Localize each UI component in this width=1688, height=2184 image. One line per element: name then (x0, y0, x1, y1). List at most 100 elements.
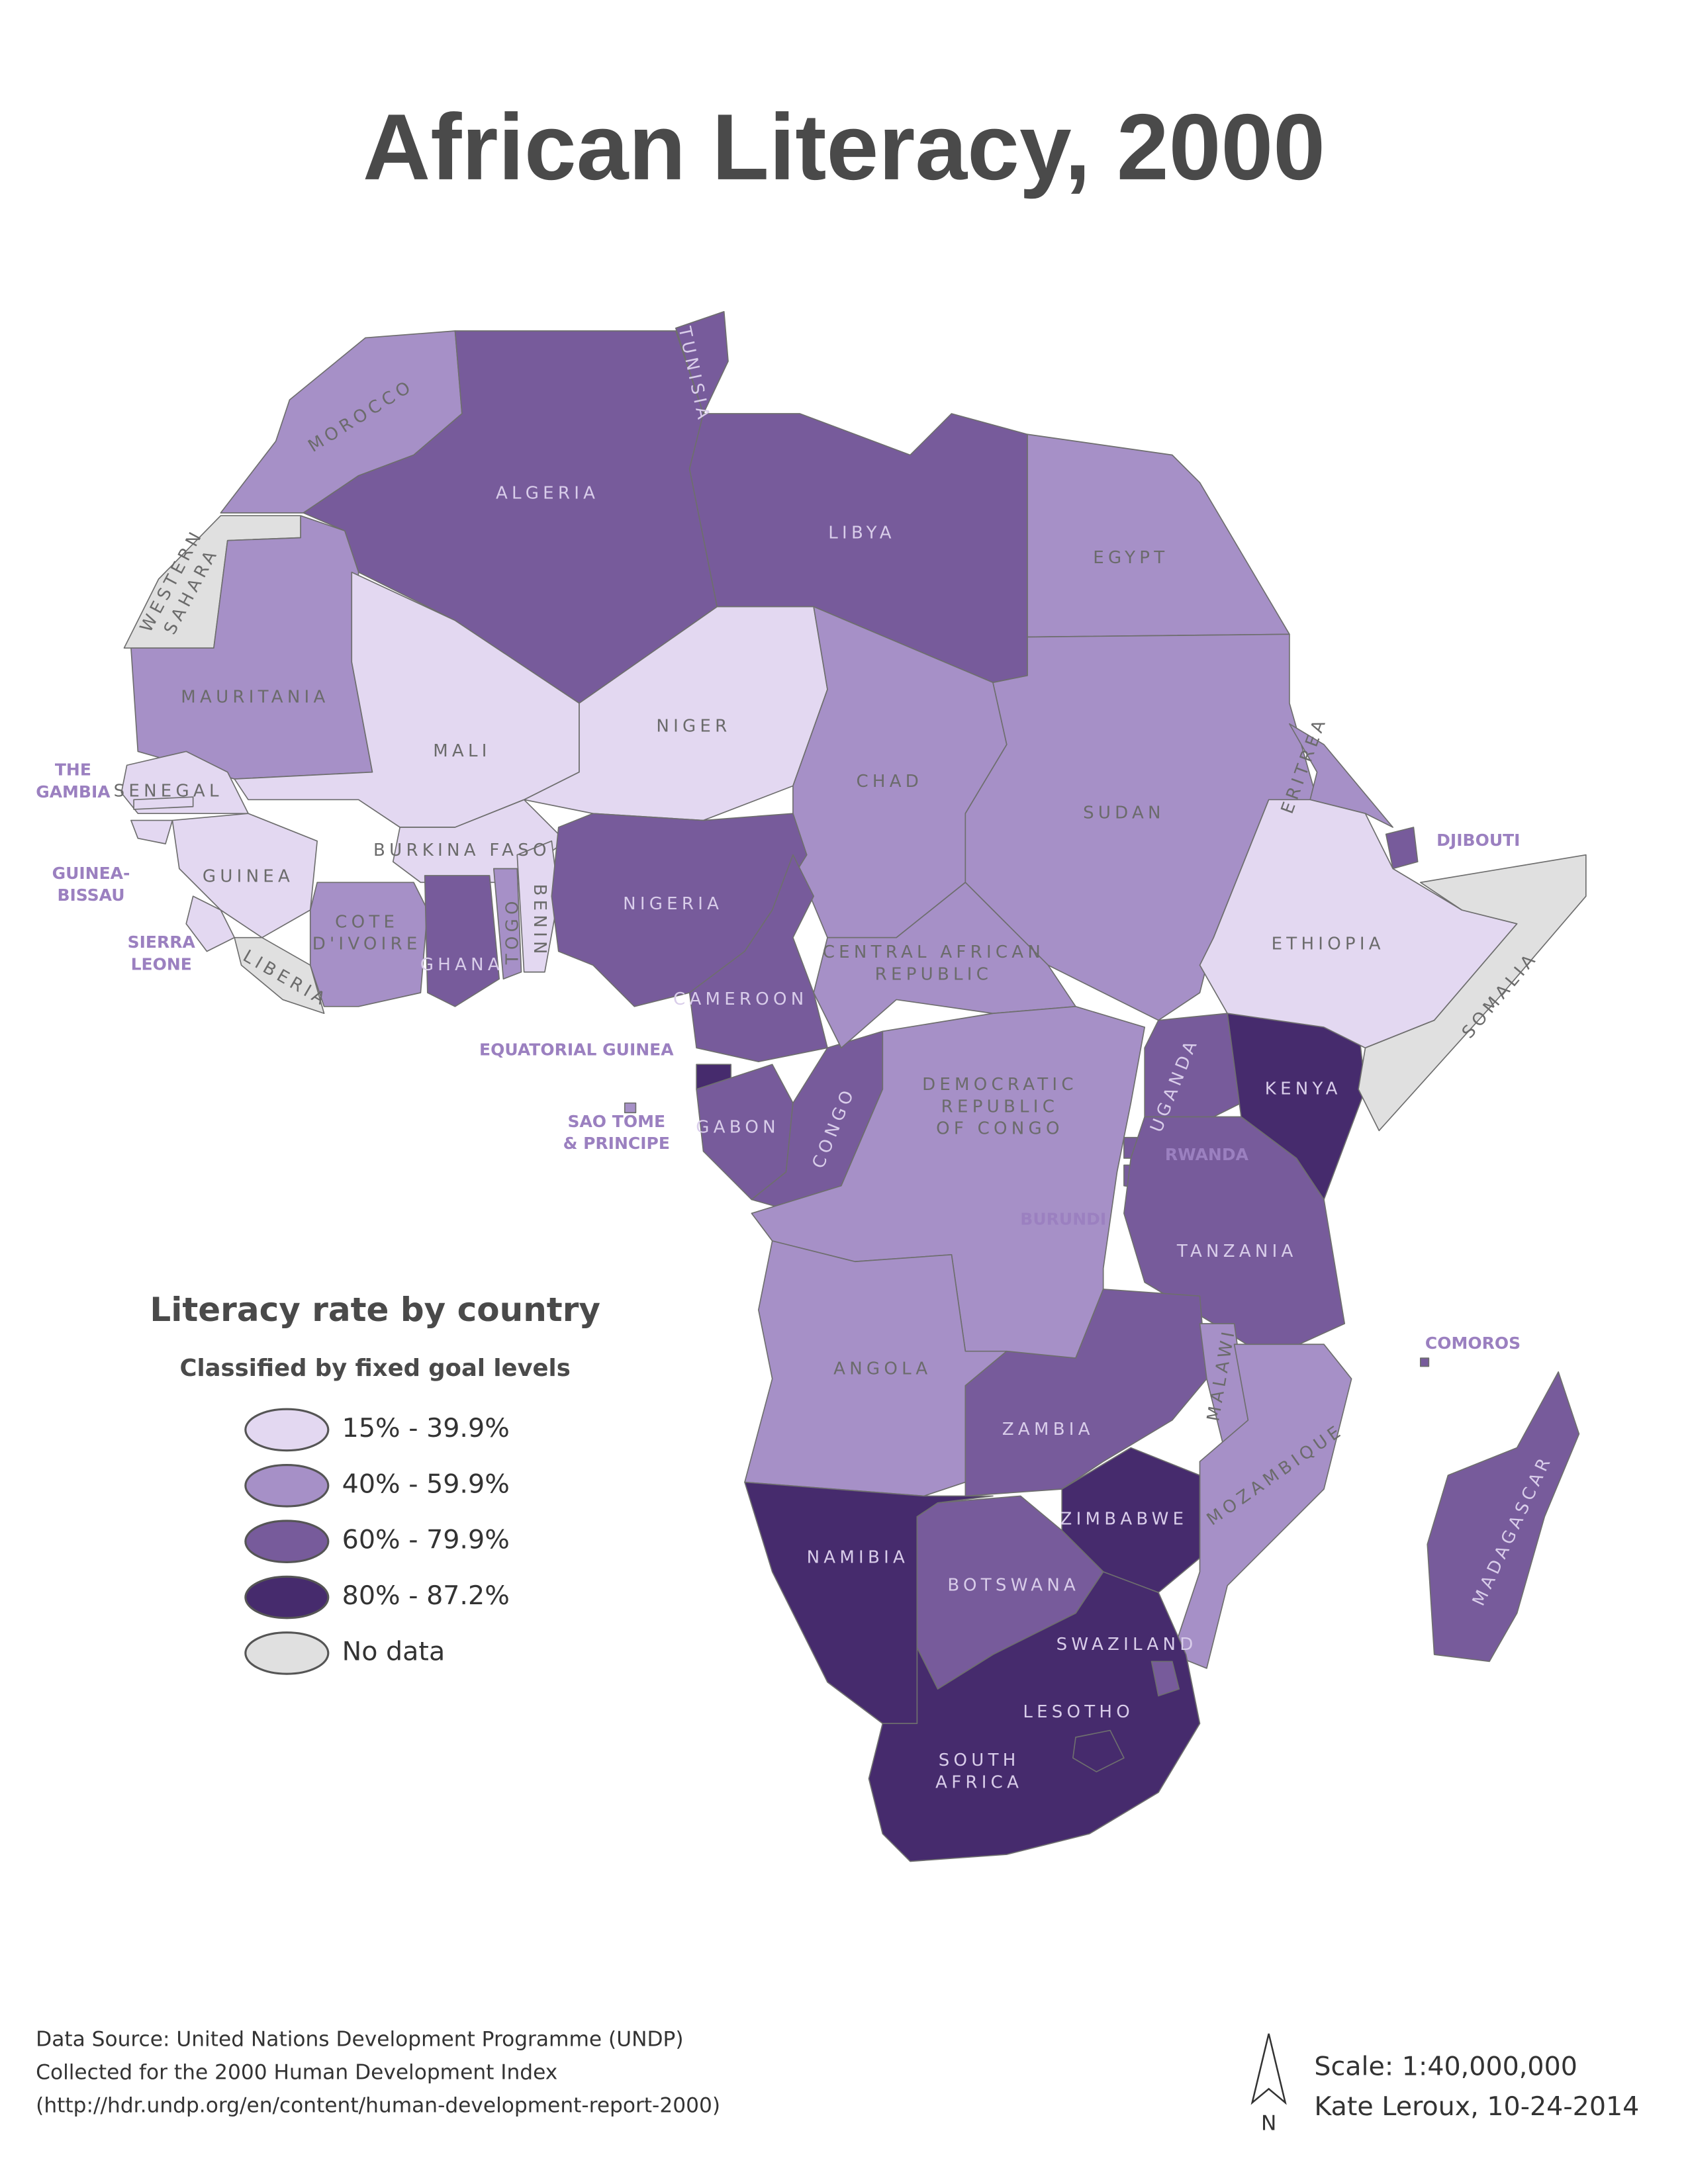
country-label: BURUNDI (1020, 1210, 1106, 1229)
north-arrow (1250, 2033, 1287, 2105)
country-label: & PRINCIPE (563, 1134, 670, 1153)
legend-label: No data (342, 1636, 445, 1666)
footer: Data Source: United Nations Development … (36, 2028, 1639, 2136)
country-label: MAURITANIA (181, 688, 329, 707)
country-label: ZIMBABWE (1060, 1509, 1188, 1529)
country-label: GUINEA (203, 867, 294, 887)
country-label: SIERRA (128, 933, 196, 952)
country-label: BURKINA FASO (373, 841, 551, 860)
country-region (1027, 433, 1290, 638)
legend-subtitle: Classified by fixed goal levels (180, 1355, 571, 1382)
country-region (424, 875, 500, 1007)
country-label: MALI (433, 741, 491, 761)
legend-swatch (244, 1631, 330, 1675)
country-region (964, 633, 1318, 1021)
country-label: NIGERIA (623, 894, 723, 914)
legend-label: 15% - 39.9% (342, 1413, 510, 1443)
country-region (675, 311, 729, 414)
legend-label: 60% - 79.9% (342, 1525, 510, 1555)
country-region (1150, 1661, 1180, 1697)
country-label-group: DEMOCRATIC REPUBLIC OF CONGO (922, 1075, 1078, 1139)
scale-text: Scale: 1:40,000,000 (1314, 2051, 1577, 2081)
country-label-group: SOUTH AFRICA (935, 1751, 1023, 1792)
country-label: SENEGAL (114, 781, 223, 801)
country-label: EQUATORIAL GUINEA (479, 1040, 674, 1060)
country-label: CHAD (856, 772, 923, 792)
country-label: DJIBOUTI (1436, 831, 1520, 850)
country-label: GUINEA- (52, 864, 130, 883)
country-label: BISSAU (57, 886, 124, 905)
country-region (120, 751, 249, 814)
legend-swatch (244, 1575, 330, 1619)
country-label: LIBYA (828, 523, 896, 543)
country-region (688, 854, 828, 1062)
legend: Literacy rate by country Classified by f… (150, 1291, 600, 1675)
country-region (1420, 1357, 1430, 1367)
country-label: REPUBLIC (875, 964, 993, 984)
country-region (1072, 1729, 1125, 1772)
country-label: GAMBIA (36, 782, 111, 801)
country-label: AFRICA (935, 1772, 1023, 1792)
legend-label: 80% - 87.2% (342, 1580, 510, 1611)
map-title: African Literacy, 2000 (363, 95, 1325, 200)
country-label: TOGO (503, 897, 523, 965)
country-label: ZAMBIA (1002, 1420, 1094, 1439)
country-label: DEMOCRATIC (922, 1075, 1078, 1095)
country-label: THE (55, 760, 91, 780)
north-label: N (1261, 2112, 1276, 2136)
country-region (516, 841, 559, 973)
source-line: Data Source: United Nations Development … (36, 2028, 683, 2052)
country-label: REPUBLIC (941, 1097, 1059, 1116)
country-label: COTE (335, 912, 399, 932)
legend-swatch (244, 1463, 330, 1508)
country-label: BOTSWANA (947, 1575, 1080, 1595)
country-region (964, 1289, 1207, 1497)
country-region (523, 606, 828, 821)
country-region (1427, 1371, 1580, 1662)
country-label: TANZANIA (1176, 1242, 1297, 1261)
country-region (493, 868, 522, 979)
country-label: OF CONGO (936, 1119, 1064, 1139)
country-label: LEONE (131, 954, 192, 974)
country-region (309, 882, 428, 1007)
country-label: BENIN (530, 884, 549, 958)
country-label: KENYA (1265, 1079, 1342, 1099)
country-label: SWAZILAND (1056, 1635, 1197, 1655)
country-label: RWANDA (1165, 1145, 1249, 1164)
legend-label: 40% - 59.9% (342, 1469, 510, 1499)
country-label: EGYPT (1093, 548, 1168, 568)
country-label-group: SIERRA LEONE (128, 933, 196, 974)
author-text: Kate Leroux, 10-24-2014 (1314, 2091, 1639, 2122)
country-label: GABON (696, 1118, 780, 1138)
country-label: SAO TOME (567, 1112, 665, 1131)
country-region (868, 1571, 1201, 1862)
country-label: ANGOLA (833, 1359, 931, 1379)
country-label: GHANA (420, 955, 504, 975)
country-label: SUDAN (1083, 803, 1165, 823)
country-label: LESOTHO (1023, 1702, 1134, 1722)
country-region (133, 796, 194, 810)
country-region (185, 895, 235, 952)
legend-swatch (244, 1520, 330, 1563)
country-label: ALGERIA (496, 483, 599, 503)
country-region (1385, 827, 1419, 870)
legend-title: Literacy rate by country (150, 1291, 600, 1329)
country-label: CENTRAL AFRICAN (823, 942, 1045, 962)
country-label: COMOROS (1425, 1334, 1521, 1353)
country-region (1358, 854, 1587, 1132)
country-label: NIGER (656, 716, 731, 736)
country-region (234, 936, 325, 1015)
source-line: Collected for the 2000 Human Development… (36, 2061, 557, 2085)
country-region (171, 813, 318, 938)
country-label: NAMIBIA (807, 1548, 910, 1568)
source-line: (http://hdr.undp.org/en/content/human-de… (36, 2094, 720, 2118)
country-layer (120, 311, 1587, 1862)
country-label: CAMEROON (673, 989, 808, 1009)
country-label-group: THE GAMBIA (36, 760, 111, 801)
country-label: D'IVOIRE (312, 934, 422, 954)
country-label: SOUTH (939, 1751, 1020, 1770)
